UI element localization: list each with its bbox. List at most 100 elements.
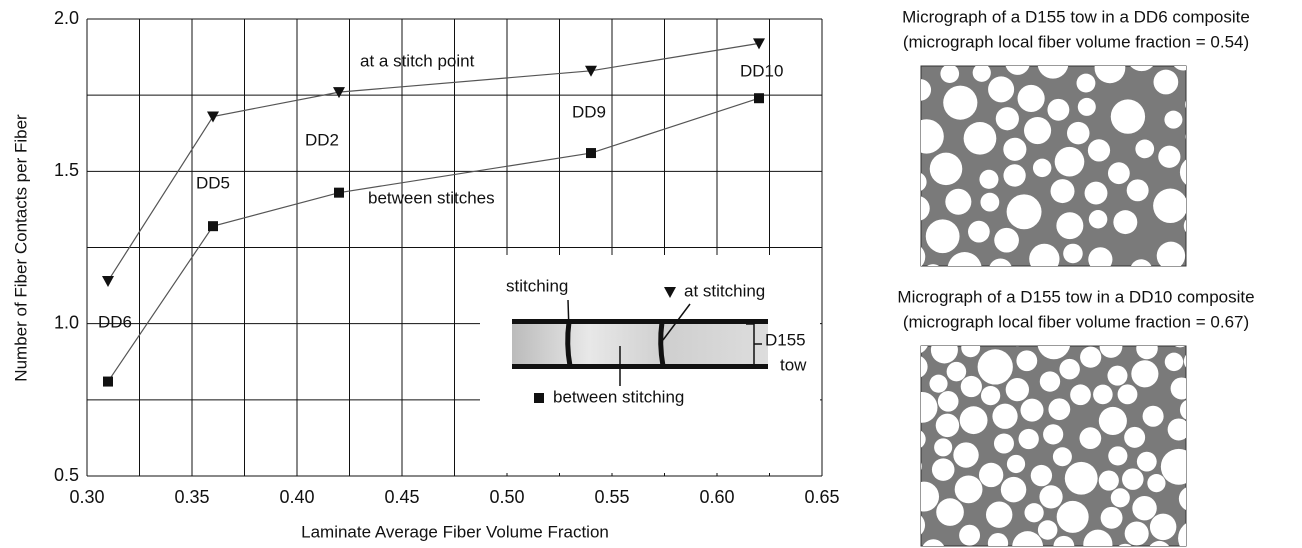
fiber [907, 392, 938, 423]
fiber [1038, 48, 1069, 79]
tow-edge [512, 364, 768, 369]
fiber [930, 153, 963, 186]
marker [754, 93, 764, 103]
fiber [968, 221, 990, 243]
fiber [943, 86, 977, 120]
fiber [1038, 520, 1058, 540]
annotation: DD6 [98, 312, 132, 331]
fiber [1171, 377, 1193, 399]
fiber [981, 386, 1000, 405]
fiber [1067, 122, 1090, 145]
fiber [934, 438, 952, 456]
fiber [945, 189, 971, 215]
fiber [906, 429, 926, 449]
fiber [1040, 371, 1060, 391]
x-tick-label: 0.65 [804, 487, 839, 507]
fiber [923, 264, 943, 284]
tow-edge [512, 319, 768, 324]
x-tick-label: 0.55 [594, 487, 629, 507]
fiber [1153, 189, 1187, 223]
fibers [898, 41, 1211, 286]
fiber [948, 252, 982, 286]
fiber [901, 456, 922, 477]
fiber [989, 258, 1012, 281]
fiber [909, 79, 931, 101]
x-tick-label: 0.50 [489, 487, 524, 507]
marker [207, 111, 219, 122]
fiber [1130, 259, 1152, 281]
fiber [1118, 384, 1138, 404]
fiber [1063, 244, 1083, 264]
fiber [1055, 147, 1085, 177]
fiber [960, 406, 988, 434]
inset-label: D155 [765, 330, 806, 349]
fiber [980, 193, 999, 212]
fiber [1024, 117, 1051, 144]
fiber [900, 512, 925, 537]
fiber [926, 219, 960, 253]
fiber [1080, 347, 1101, 368]
legend-marker [534, 393, 544, 403]
fiber [1007, 194, 1042, 229]
annotation: DD10 [740, 61, 783, 80]
fiber [1154, 70, 1179, 95]
fiber [1150, 514, 1176, 540]
fiber [1039, 485, 1062, 508]
x-axis-title: Laminate Average Fiber Volume Fraction [301, 522, 609, 541]
fiber [1059, 359, 1080, 380]
fiber [905, 355, 928, 378]
fiber [953, 442, 978, 467]
fiber [1165, 353, 1183, 371]
fiber [1088, 247, 1112, 271]
fiber [1016, 350, 1037, 371]
fiber [961, 338, 980, 357]
inset-label: tow [780, 355, 807, 374]
fiber [938, 391, 959, 412]
leader [568, 300, 569, 332]
fiber [1021, 399, 1044, 422]
fiber [936, 498, 964, 526]
x-tick-label: 0.30 [69, 487, 104, 507]
x-tick-label: 0.45 [384, 487, 419, 507]
fiber [973, 64, 991, 82]
annotation: DD9 [572, 102, 606, 121]
fiber [1108, 446, 1127, 465]
fiber [1124, 427, 1145, 448]
fiber [1056, 212, 1083, 239]
fiber [996, 107, 1019, 130]
fiber [1108, 162, 1130, 184]
fiber [1186, 127, 1205, 146]
fiber [992, 404, 1017, 429]
fiber [1051, 179, 1075, 203]
fiber [1131, 360, 1158, 387]
annotation: between stitches [368, 188, 495, 207]
fiber [1065, 462, 1098, 495]
fiber [1132, 496, 1156, 520]
fiber [979, 463, 1003, 487]
x-tick-label: 0.60 [699, 487, 734, 507]
fiber [1031, 465, 1052, 486]
fiber [1180, 156, 1212, 188]
fiber [1127, 179, 1149, 201]
annotation: at a stitch point [360, 51, 475, 70]
fiber [940, 64, 959, 83]
stitch [661, 322, 663, 366]
fiber [1089, 210, 1108, 229]
fiber [901, 540, 921, 548]
fiber [1079, 427, 1101, 449]
fiber [1007, 455, 1025, 473]
fiber [1088, 139, 1110, 161]
fiber [1122, 468, 1144, 490]
annotation: DD5 [196, 173, 230, 192]
fiber [1053, 447, 1072, 466]
fiber [1006, 378, 1029, 401]
marker [103, 377, 113, 387]
fiber [1070, 384, 1091, 405]
fiber [1099, 470, 1119, 490]
fiber [1158, 146, 1180, 168]
fiber [931, 336, 958, 363]
fiber [1099, 407, 1127, 435]
fiber [1100, 335, 1123, 358]
marker [102, 276, 114, 287]
marker [208, 221, 218, 231]
